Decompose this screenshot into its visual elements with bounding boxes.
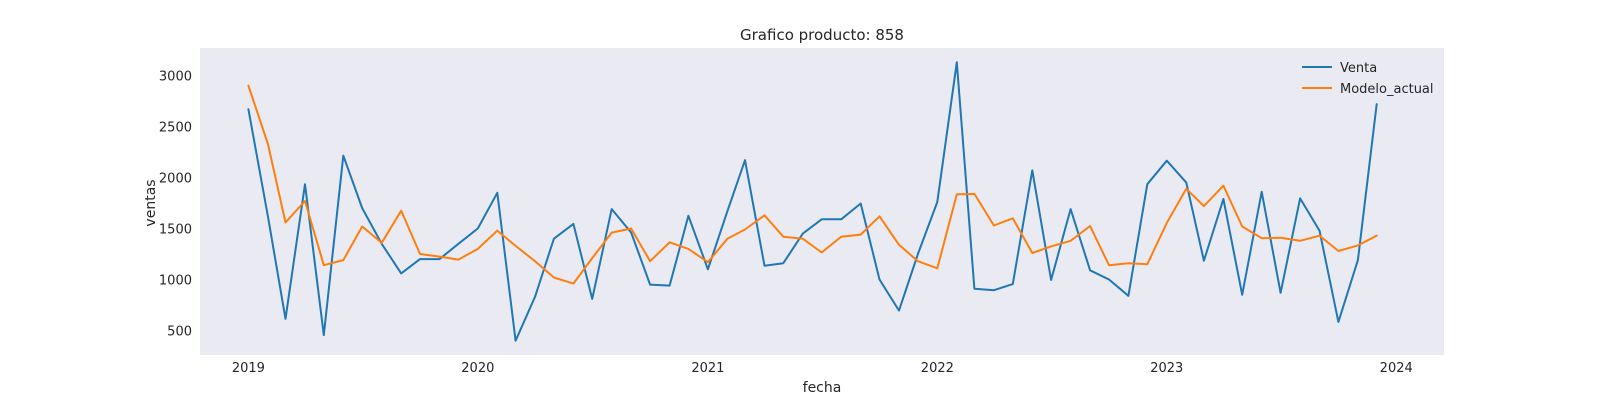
series-line-venta — [247, 61, 1378, 342]
y-tick-label: 2000 — [159, 172, 192, 187]
chart-title: Grafico producto: 858 — [740, 26, 904, 44]
y-tick-label: 500 — [167, 325, 192, 340]
legend: Venta Modelo_actual — [1302, 61, 1434, 97]
legend-item: Modelo_actual — [1302, 82, 1434, 97]
series-lines — [247, 61, 1378, 342]
x-tick-label: 2023 — [1150, 361, 1183, 376]
x-tick-label: 2022 — [921, 361, 954, 376]
y-axis-label: ventas — [143, 179, 159, 226]
y-tick-label: 3000 — [159, 70, 192, 85]
legend-label: Modelo_actual — [1340, 82, 1434, 97]
y-axis-ticks: 500 1000 1500 2000 2500 3000 — [159, 70, 192, 340]
x-tick-label: 2024 — [1380, 361, 1413, 376]
plot-area-background — [200, 48, 1444, 355]
x-axis-label: fecha — [803, 380, 842, 396]
y-tick-label: 1000 — [159, 274, 192, 289]
y-tick-label: 1500 — [159, 223, 192, 238]
series-line-modelo-actual — [247, 84, 1378, 285]
x-axis-ticks: 2019 2020 2021 2022 2023 2024 — [232, 361, 1413, 376]
x-tick-label: 2019 — [232, 361, 265, 376]
legend-label: Venta — [1340, 61, 1377, 76]
x-tick-label: 2020 — [461, 361, 494, 376]
y-tick-label: 2500 — [159, 121, 192, 136]
x-tick-label: 2021 — [691, 361, 724, 376]
legend-item: Venta — [1302, 61, 1377, 76]
